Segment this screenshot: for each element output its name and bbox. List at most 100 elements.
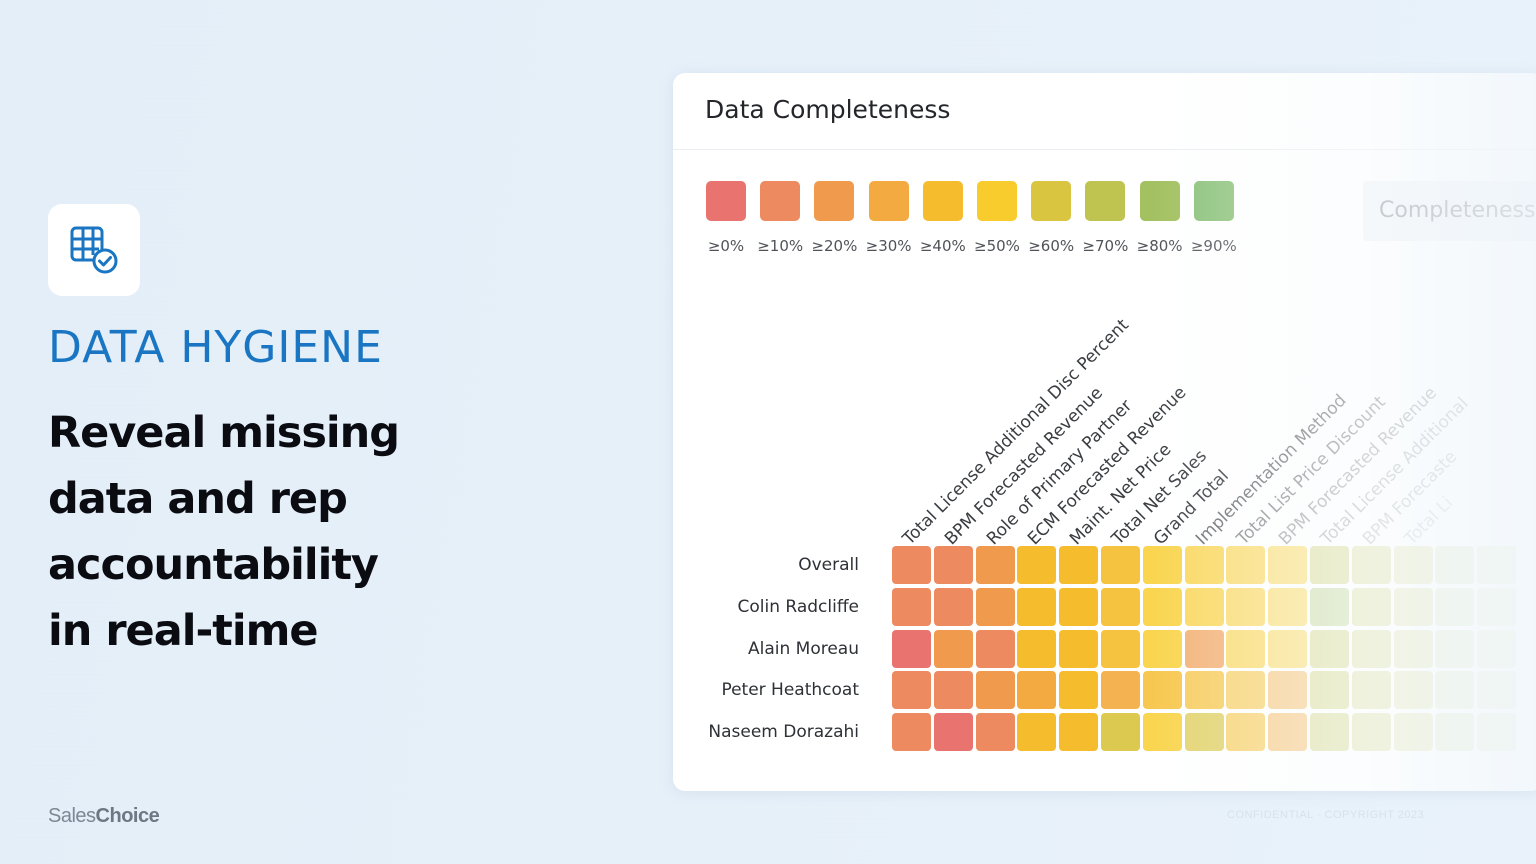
heatmap-cell[interactable] (1017, 629, 1057, 668)
heatmap-cell[interactable] (1351, 546, 1391, 584)
heatmap-cell[interactable] (975, 587, 1015, 626)
legend-label: ≥80% (1136, 237, 1183, 255)
heatmap-cell[interactable] (1435, 629, 1475, 668)
legend-swatch (1139, 181, 1180, 221)
heatmap-cell[interactable] (1184, 546, 1224, 584)
heatmap-cell[interactable] (975, 671, 1015, 710)
heatmap-cell[interactable] (1101, 546, 1140, 584)
heatmap-cell[interactable] (1310, 629, 1349, 668)
heatmap-cell[interactable] (1101, 671, 1140, 710)
heatmap-cell[interactable] (892, 629, 931, 668)
table-check-icon-graphic (70, 226, 118, 274)
heatmap-cell[interactable] (933, 587, 973, 626)
row-header: Peter Heathcoat (721, 680, 859, 701)
heatmap-cell[interactable] (1477, 713, 1517, 752)
heatmap-cell[interactable] (1435, 671, 1475, 710)
heatmap-cell[interactable] (1268, 587, 1308, 626)
heatmap-cell[interactable] (1017, 671, 1057, 710)
heatmap-cell[interactable] (1268, 629, 1308, 668)
legend-swatch (1085, 181, 1126, 221)
heatmap-cell[interactable] (892, 546, 931, 584)
heatmap-cell[interactable] (1101, 587, 1140, 626)
heatmap-cell[interactable] (1310, 671, 1349, 710)
heatmap-cell[interactable] (1184, 671, 1224, 710)
legend-label: ≥70% (1082, 237, 1129, 255)
heatmap-cell[interactable] (1101, 629, 1140, 668)
heatmap-cell[interactable] (1059, 671, 1099, 710)
heatmap-cell[interactable] (1226, 629, 1266, 668)
heatmap-cell[interactable] (1268, 546, 1308, 584)
heatmap-cell[interactable] (975, 713, 1015, 752)
heatmap-cell[interactable] (975, 546, 1015, 584)
heatmap-cell[interactable] (1142, 713, 1182, 752)
row-header: Naseem Dorazahi (708, 722, 859, 743)
table-check-icon (48, 204, 140, 296)
heatmap-cell[interactable] (1184, 587, 1224, 626)
section-eyebrow: DATA HYGIENE (48, 322, 383, 373)
heatmap-cell[interactable] (1142, 629, 1182, 668)
heatmap-cell[interactable] (1017, 546, 1057, 584)
heatmap-cell[interactable] (1310, 546, 1349, 584)
row-header: Alain Moreau (747, 638, 859, 659)
heatmap-cell[interactable] (1310, 587, 1349, 626)
heatmap-cell[interactable] (1393, 546, 1433, 584)
heatmap-cell[interactable] (1393, 587, 1433, 626)
heatmap-cell[interactable] (1351, 629, 1391, 668)
heatmap-cell[interactable] (1017, 713, 1057, 752)
heatmap-cell[interactable] (892, 671, 931, 710)
heatmap-cell[interactable] (1268, 671, 1308, 710)
heatmap-cell[interactable] (1101, 713, 1140, 752)
heatmap-cell[interactable] (1393, 629, 1433, 668)
heatmap-cell[interactable] (1017, 587, 1057, 626)
heatmap-cell[interactable] (933, 546, 973, 584)
heatmap-cell[interactable] (1477, 629, 1517, 668)
legend-label: ≥0% (707, 237, 745, 255)
headline-line: Reveal missing (48, 408, 400, 458)
heatmap-cell[interactable] (933, 629, 973, 668)
heatmap-cell[interactable] (1268, 713, 1308, 752)
heatmap-cell[interactable] (1226, 671, 1266, 710)
heatmap-cell[interactable] (1059, 629, 1099, 668)
headline-line: accountability (48, 540, 379, 590)
heatmap-cell[interactable] (1059, 713, 1099, 752)
heatmap-cell[interactable] (1310, 713, 1349, 752)
heatmap-cell[interactable] (1184, 713, 1224, 752)
heatmap-cell[interactable] (1059, 546, 1099, 584)
heatmap-cell[interactable] (1226, 713, 1266, 752)
legend-swatch (1031, 181, 1072, 221)
heatmap-cell[interactable] (1142, 671, 1182, 710)
heatmap-cell[interactable] (892, 713, 931, 752)
headline-line: data and rep (48, 474, 348, 524)
heatmap-cell[interactable] (1184, 629, 1224, 668)
heatmap-cell[interactable] (1351, 713, 1391, 752)
heatmap-cell[interactable] (1435, 587, 1475, 626)
card-divider (673, 149, 1536, 150)
heatmap-cell[interactable] (1142, 546, 1182, 584)
legend-label: ≥90% (1190, 237, 1237, 255)
heatmap-cell[interactable] (933, 713, 973, 752)
heatmap-cell[interactable] (1435, 546, 1475, 584)
heatmap-cell[interactable] (975, 629, 1015, 668)
heatmap-cell[interactable] (1477, 546, 1517, 584)
legend-swatch (1193, 181, 1234, 221)
legend-swatch (922, 181, 963, 221)
heatmap-cell[interactable] (1435, 713, 1475, 752)
heatmap-cell[interactable] (1226, 587, 1266, 626)
heatmap-cell[interactable] (1059, 587, 1099, 626)
heatmap-cell[interactable] (1351, 587, 1391, 626)
legend-label: ≥60% (1028, 237, 1075, 255)
legend-swatch (868, 181, 909, 221)
legend-swatch (706, 181, 746, 221)
heatmap-cell[interactable] (1393, 713, 1433, 752)
heatmap-cell[interactable] (1393, 671, 1433, 710)
heatmap-cell[interactable] (1226, 546, 1266, 584)
heatmap-cell[interactable] (1351, 671, 1391, 710)
heatmap-cell[interactable] (1142, 587, 1182, 626)
legend-swatch (760, 181, 801, 221)
completeness-tab[interactable]: Completeness (1363, 181, 1536, 241)
heatmap-cell[interactable] (892, 587, 931, 626)
legend-label: ≥10% (757, 237, 804, 255)
heatmap-cell[interactable] (1477, 671, 1517, 710)
heatmap-cell[interactable] (1477, 587, 1517, 626)
heatmap-cell[interactable] (933, 671, 973, 710)
